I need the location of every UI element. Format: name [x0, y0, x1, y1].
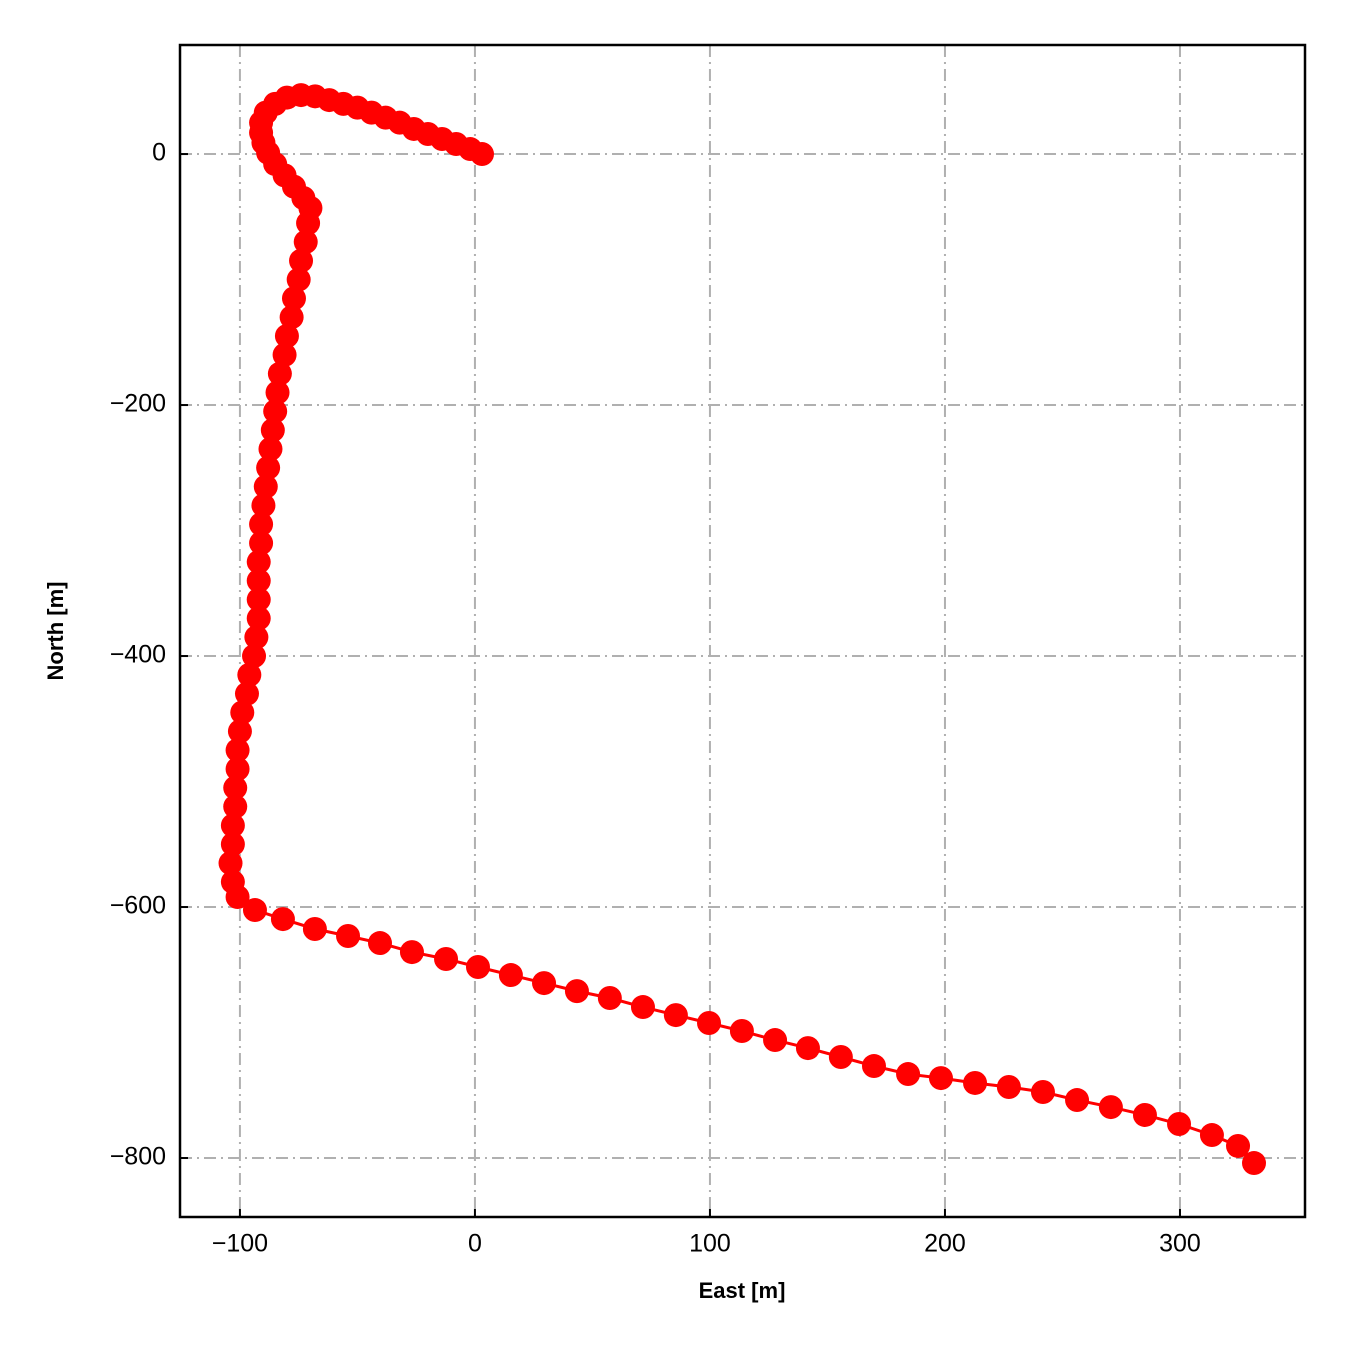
- trajectory-point: [242, 644, 267, 669]
- x-tick-label: 100: [689, 1230, 731, 1258]
- trajectory-point: [861, 1054, 886, 1079]
- trajectory-point: [597, 986, 622, 1011]
- x-tick-label: −100: [212, 1230, 268, 1258]
- trajectory-point: [1226, 1133, 1251, 1158]
- trajectory-point: [274, 324, 299, 349]
- trajectory-point: [223, 794, 248, 819]
- trajectory-point: [234, 681, 259, 706]
- trajectory-point: [293, 229, 318, 254]
- trajectory-point: [289, 248, 314, 273]
- trajectory-point: [246, 549, 271, 574]
- trajectory-point: [729, 1019, 754, 1044]
- trajectory-point: [246, 587, 271, 612]
- trajectory-point: [220, 813, 245, 838]
- trajectory-point: [244, 625, 269, 650]
- trajectory-point: [630, 995, 655, 1020]
- trajectory-point: [1098, 1095, 1123, 1120]
- trajectory-point: [564, 979, 589, 1004]
- trajectory-point: [242, 898, 267, 923]
- trajectory-point: [1030, 1080, 1055, 1105]
- trajectory-point: [296, 211, 321, 236]
- plot-frame: [178, 43, 1307, 1219]
- trajectory-point: [220, 832, 245, 857]
- trajectory-point: [286, 267, 311, 292]
- y-tick-label: 0: [152, 139, 166, 167]
- trajectory-point: [532, 971, 557, 996]
- trajectory-point: [270, 907, 295, 932]
- trajectory-point: [227, 719, 252, 744]
- trajectory-point: [465, 955, 490, 980]
- x-axis-label: East [m]: [699, 1278, 786, 1303]
- trajectory-point: [281, 286, 306, 311]
- trajectory-point: [1167, 1112, 1192, 1137]
- trajectory-point: [498, 963, 523, 988]
- x-tick-label: 0: [468, 1230, 482, 1258]
- trajectory-point: [1132, 1102, 1157, 1127]
- x-tick-label: 200: [924, 1230, 966, 1258]
- trajectory-point: [996, 1074, 1021, 1099]
- trajectory-point: [223, 775, 248, 800]
- trajectory-point: [225, 738, 250, 763]
- trajectory-point: [896, 1062, 921, 1087]
- trajectory-point: [336, 924, 361, 949]
- trajectory-point: [260, 418, 285, 443]
- trajectory-point: [399, 940, 424, 965]
- trajectory-point: [246, 606, 271, 631]
- trajectory-point: [1199, 1123, 1224, 1148]
- trajectory-point: [302, 916, 327, 941]
- trajectory-point: [256, 455, 281, 480]
- trajectory-point: [928, 1066, 953, 1091]
- trajectory-point: [237, 662, 262, 687]
- x-tick-label: 300: [1159, 1230, 1201, 1258]
- trajectory-point: [795, 1036, 820, 1061]
- trajectory-point: [218, 851, 243, 876]
- trajectory-point: [663, 1003, 688, 1028]
- trajectory-point: [279, 305, 304, 330]
- trajectory-point: [263, 399, 288, 424]
- trajectory-point: [225, 884, 250, 909]
- trajectory-point: [697, 1010, 722, 1035]
- trajectory-point: [251, 493, 276, 518]
- trajectory-point: [763, 1028, 788, 1053]
- y-tick-label: −200: [110, 390, 166, 418]
- trajectory-point: [367, 931, 392, 956]
- trajectory-point: [267, 361, 292, 386]
- trajectory-point: [246, 568, 271, 593]
- y-tick-label: −800: [110, 1143, 166, 1171]
- trajectory-point: [265, 380, 290, 405]
- trajectory-point: [249, 512, 274, 537]
- y-tick-label: −400: [110, 641, 166, 669]
- trajectory-point: [1065, 1088, 1090, 1113]
- trajectory-point: [1242, 1151, 1267, 1176]
- trajectory-point: [249, 531, 274, 556]
- trajectory-point: [253, 474, 278, 499]
- trajectory-point: [828, 1044, 853, 1069]
- y-axis-label: North [m]: [43, 582, 68, 681]
- trajectory-line: [229, 93, 1256, 1165]
- trajectory-point: [230, 700, 255, 725]
- y-tick-label: −600: [110, 892, 166, 920]
- trajectory-point: [258, 436, 283, 461]
- trajectory-point: [272, 342, 297, 367]
- trajectory-point: [434, 946, 459, 971]
- trajectory-point: [963, 1070, 988, 1095]
- trajectory-point: [225, 756, 250, 781]
